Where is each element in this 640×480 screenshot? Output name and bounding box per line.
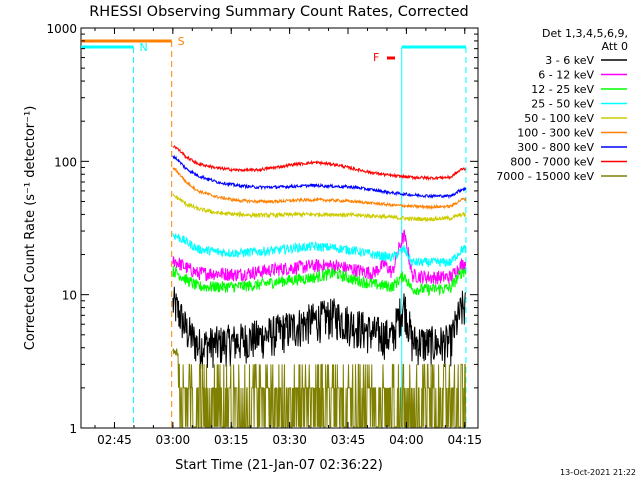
- y-tick-label: 10: [62, 289, 77, 303]
- chart-title: RHESSI Observing Summary Count Rates, Co…: [89, 4, 469, 20]
- y-axis-label: Corrected Count Rate (s⁻¹ detector⁻¹): [23, 106, 38, 351]
- y-tick-label: 1: [69, 422, 77, 436]
- x-tick-label: 04:15: [447, 433, 482, 447]
- y-tick-label: 100: [54, 155, 77, 169]
- legend-title-line-2: Att 0: [602, 40, 628, 53]
- legend-label: 3 - 6 keV: [545, 54, 594, 67]
- legend-label: 300 - 800 keV: [517, 141, 594, 154]
- flare-label: F: [373, 51, 379, 64]
- series-line-9: [172, 348, 467, 428]
- saa-label: S: [178, 35, 185, 48]
- plot-area: N S F: [80, 27, 479, 429]
- y-tick-label: 1000: [46, 22, 77, 36]
- legend-label: 6 - 12 keV: [538, 69, 594, 82]
- series-line-4: [172, 233, 467, 268]
- legend-label: 7000 - 15000 keV: [496, 170, 594, 183]
- plot-frame: [80, 27, 479, 429]
- series-line-2: [172, 229, 467, 285]
- legend-title-line-1: Det 1,3,4,5,6,9,: [542, 27, 628, 40]
- legend: Det 1,3,4,5,6,9, Att 0 3 - 6 keV 6 - 12 k…: [496, 27, 628, 183]
- series-line-3: [172, 266, 467, 297]
- x-tick-label: 03:15: [214, 433, 249, 447]
- series-line-1: [172, 286, 466, 370]
- x-axis: 02:45 03:00 03:15 03:30 03:45 04:00 04:15: [94, 28, 482, 447]
- legend-label: 100 - 300 keV: [517, 127, 594, 140]
- x-tick-label: 04:00: [389, 433, 424, 447]
- y-axis: 1 10 100 1000: [46, 22, 478, 436]
- series-line-6: [172, 167, 467, 211]
- series-line-7: [172, 154, 467, 200]
- footer-date: 13-Oct-2021 21:22: [560, 468, 636, 477]
- x-tick-label: 03:45: [331, 433, 366, 447]
- series-line-5: [172, 193, 467, 223]
- legend-label: 25 - 50 keV: [531, 98, 594, 111]
- x-axis-label: Start Time (21-Jan-07 02:36:22): [175, 458, 383, 473]
- x-tick-label: 03:00: [156, 433, 191, 447]
- legend-label: 12 - 25 keV: [531, 83, 594, 96]
- night-label: N: [140, 41, 148, 54]
- legend-label: 50 - 100 keV: [524, 112, 594, 125]
- x-tick-label: 03:30: [272, 433, 307, 447]
- x-tick-label: 02:45: [97, 433, 132, 447]
- series-line-8: [172, 144, 466, 182]
- legend-label: 800 - 7000 keV: [510, 156, 594, 169]
